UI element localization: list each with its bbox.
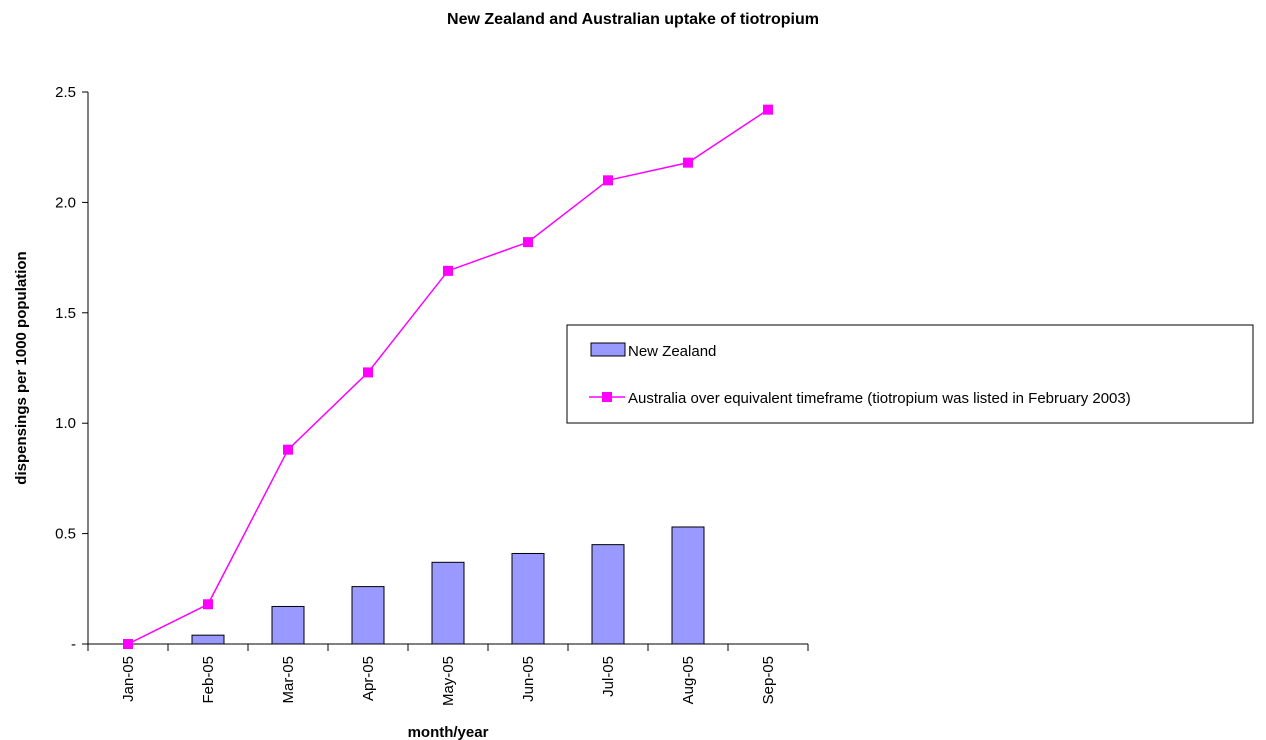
chart-title: New Zealand and Australian uptake of tio… (447, 11, 819, 28)
y-tick-label: 2.0 (55, 194, 76, 211)
y-tick-label: 2.5 (55, 84, 76, 101)
x-tick-label: Jun-05 (520, 656, 537, 702)
point-australia (763, 104, 773, 115)
legend-label-australia: Australia over equivalent timeframe (tio… (628, 390, 1131, 407)
x-tick-label: Jan-05 (120, 656, 137, 702)
y-tick-label: 1.5 (55, 305, 76, 322)
y-axis-title: dispensings per 1000 population (13, 251, 30, 484)
x-tick-label: Feb-05 (200, 656, 217, 704)
point-australia (523, 237, 533, 248)
point-australia (683, 157, 693, 168)
bar-new-zealand (351, 586, 385, 645)
x-tick-label: May-05 (440, 656, 457, 706)
point-australia (443, 265, 453, 276)
point-australia (363, 367, 373, 378)
point-australia (603, 175, 613, 186)
legend: New Zealand Australia over equivalent tim… (566, 324, 1254, 424)
point-australia (123, 639, 133, 649)
y-tick-label: 0.5 (55, 526, 76, 543)
legend-label-new-zealand: New Zealand (628, 343, 716, 360)
bar-new-zealand (591, 544, 625, 645)
x-tick-label: Mar-05 (280, 656, 297, 704)
y-tick-label: - (71, 636, 76, 653)
legend-swatch-new-zealand (590, 342, 626, 357)
point-australia (283, 444, 293, 455)
bar-new-zealand (191, 634, 225, 645)
bar-new-zealand (671, 526, 705, 645)
x-tick-label: Aug-05 (680, 656, 697, 704)
x-axis-title: month/year (408, 724, 489, 740)
bar-new-zealand (271, 605, 305, 645)
legend-box (566, 324, 1254, 424)
plot-area: - 0.5 1.0 1.5 2.0 2.5 Jan-05 Feb-05 Mar-05 Apr-05… (55, 84, 809, 706)
x-tick-label: Sep-05 (760, 656, 777, 704)
bar-new-zealand (431, 561, 465, 645)
x-tick-label: Apr-05 (360, 656, 377, 701)
point-australia (203, 599, 213, 610)
legend-swatch-marker-australia (602, 392, 612, 402)
x-tick-label: Jul-05 (600, 656, 617, 697)
bar-new-zealand (511, 552, 545, 645)
y-tick-label: 1.0 (55, 415, 76, 432)
